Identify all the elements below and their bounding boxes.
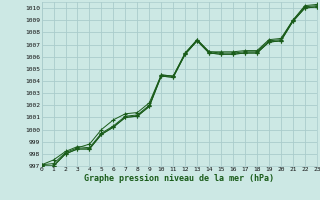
X-axis label: Graphe pression niveau de la mer (hPa): Graphe pression niveau de la mer (hPa) xyxy=(84,174,274,183)
